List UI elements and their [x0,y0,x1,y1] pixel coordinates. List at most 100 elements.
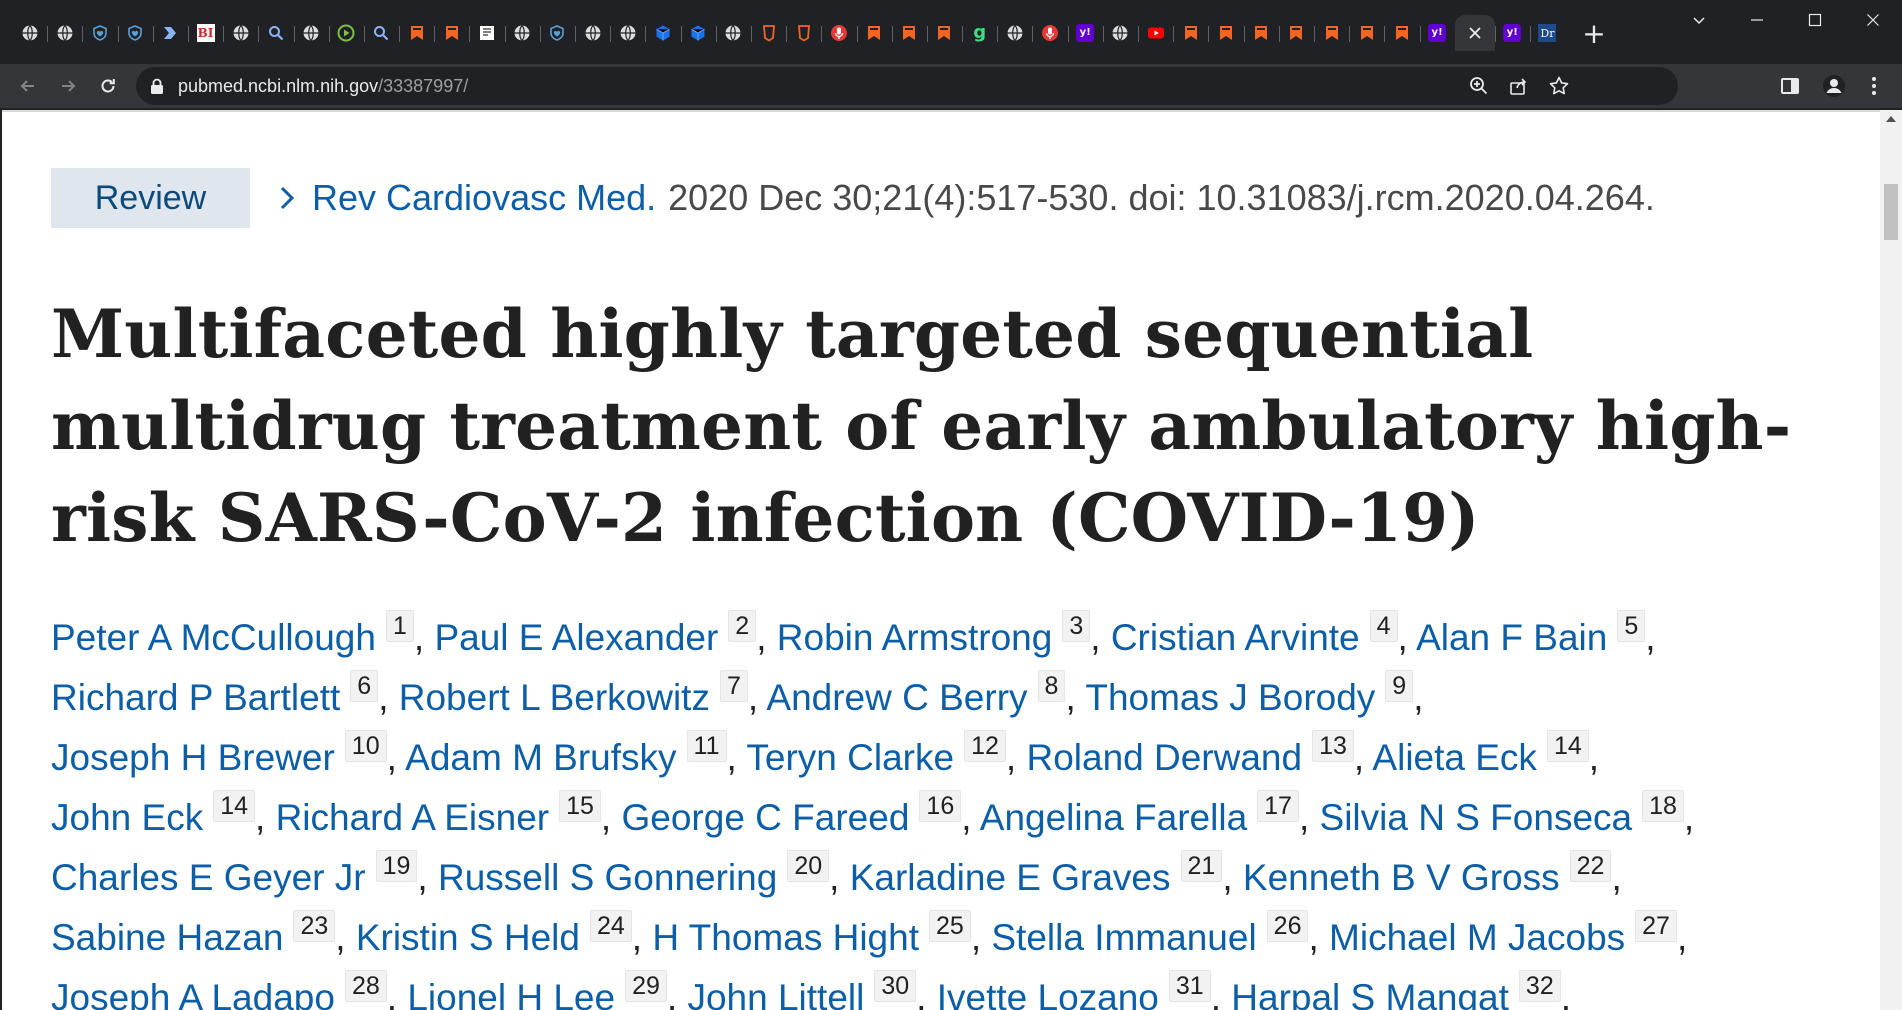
affiliation-number[interactable]: 18 [1642,790,1684,822]
author-link[interactable]: Cristian Arvinte [1110,617,1360,658]
close-window-button[interactable] [1844,0,1902,40]
author-link[interactable]: Peter A McCullough [51,617,376,658]
tab[interactable] [1102,15,1138,51]
author-link[interactable]: Adam M Brufsky [405,737,677,778]
affiliation-number[interactable]: 24 [589,910,632,942]
tab[interactable]: y! [1494,15,1530,51]
author-link[interactable]: Karladine E Graves [849,857,1171,898]
tab[interactable] [469,15,504,51]
tab[interactable] [434,15,469,51]
author-link[interactable]: Michael M Jacobs [1329,917,1626,958]
tab[interactable] [856,15,892,51]
affiliation-number[interactable]: 14 [1546,730,1589,762]
tab[interactable] [680,15,716,51]
tab[interactable] [1032,15,1067,51]
author-link[interactable]: Teryn Clarke [746,737,955,778]
maximize-button[interactable] [1786,0,1844,40]
author-link[interactable]: Robert L Berkowitz [398,677,710,718]
tab[interactable] [363,15,399,51]
author-link[interactable]: Richard P Bartlett [51,677,341,718]
author-link[interactable]: Charles E Geyer Jr [51,857,366,898]
affiliation-number[interactable]: 19 [375,850,418,882]
tab[interactable] [82,15,117,51]
tab[interactable] [1208,15,1243,51]
tab[interactable] [1243,15,1279,51]
back-button[interactable] [12,70,44,102]
author-link[interactable]: Kenneth B V Gross [1242,857,1560,898]
affiliation-number[interactable]: 29 [625,970,667,1002]
affiliation-number[interactable]: 12 [964,730,1006,762]
author-link[interactable]: Harpal S Mangat [1231,977,1509,1010]
affiliation-number[interactable]: 7 [719,670,748,702]
tab[interactable] [715,15,751,51]
affiliation-number[interactable]: 17 [1257,790,1299,822]
tab[interactable] [399,15,434,51]
tab[interactable] [1173,15,1208,51]
affiliation-number[interactable]: 32 [1518,970,1561,1002]
affiliation-number[interactable]: 11 [686,730,727,762]
page-scrollbar[interactable] [1880,110,1902,1010]
tab[interactable]: g [962,15,997,51]
lock-icon[interactable] [150,78,164,94]
author-link[interactable]: Paul E Alexander [434,617,719,658]
minimize-button[interactable] [1728,0,1786,40]
tab[interactable] [1349,15,1384,51]
author-link[interactable]: George C Fareed [621,797,910,838]
author-link[interactable]: John Littell [687,977,865,1010]
author-link[interactable]: Alan F Bain [1416,617,1608,658]
tab[interactable] [821,15,856,51]
reload-button[interactable] [92,70,124,102]
author-link[interactable]: Roland Derwand [1026,737,1303,778]
affiliation-number[interactable]: 23 [293,910,336,942]
author-link[interactable]: Ivette Lozano [936,977,1159,1010]
new-tab-button[interactable]: + [1582,16,1606,50]
affiliation-number[interactable]: 10 [344,730,387,762]
affiliation-number[interactable]: 28 [344,970,387,1002]
tab[interactable]: y! [1067,15,1103,51]
side-panel-icon[interactable] [1778,74,1802,98]
tab[interactable] [223,15,258,51]
url-text[interactable]: pubmed.ncbi.nlm.nih.gov/33387997/ [178,76,468,97]
affiliation-number[interactable]: 27 [1635,910,1677,942]
affiliation-number[interactable]: 30 [874,970,917,1002]
author-link[interactable]: Angelina Farella [979,797,1248,838]
affiliation-number[interactable]: 21 [1180,850,1223,882]
affiliation-number[interactable]: 25 [929,910,971,942]
tab[interactable] [12,15,47,51]
menu-kebab-icon[interactable] [1862,74,1886,98]
profile-avatar-icon[interactable] [1822,74,1846,98]
share-icon[interactable] [1508,75,1530,97]
tab[interactable] [1313,15,1349,51]
scroll-thumb[interactable] [1884,184,1898,240]
tab[interactable] [786,15,821,51]
tab[interactable]: y! [1419,15,1455,51]
close-icon[interactable] [1466,24,1484,42]
author-link[interactable]: Thomas J Borody [1085,677,1376,718]
author-link[interactable]: Stella Immanuel [991,917,1257,958]
tab[interactable] [504,15,540,51]
tab[interactable] [1384,15,1419,51]
affiliation-number[interactable]: 26 [1266,910,1309,942]
address-bar[interactable]: pubmed.ncbi.nlm.nih.gov/33387997/ [136,67,1678,105]
author-link[interactable]: Russell S Gonnering [437,857,778,898]
tab[interactable] [645,15,680,51]
tab[interactable] [1278,15,1314,51]
author-link[interactable]: Lionel H Lee [407,977,616,1010]
tab[interactable] [997,15,1032,51]
tab[interactable] [258,15,293,51]
affiliation-number[interactable]: 5 [1617,610,1646,642]
tab[interactable] [1138,15,1173,51]
author-link[interactable]: Richard A Eisner [275,797,550,838]
affiliation-number[interactable]: 31 [1168,970,1211,1002]
author-link[interactable]: H Thomas Hight [652,917,919,958]
tab[interactable] [47,15,82,51]
author-link[interactable]: Andrew C Berry [766,677,1028,718]
affiliation-number[interactable]: 16 [919,790,962,822]
affiliation-number[interactable]: 15 [559,790,601,822]
tab-search-button[interactable] [1670,0,1728,40]
tab[interactable] [293,15,329,51]
bookmark-star-icon[interactable] [1548,75,1570,97]
affiliation-number[interactable]: 1 [385,610,414,642]
affiliation-number[interactable]: 9 [1385,670,1414,702]
affiliation-number[interactable]: 6 [350,670,379,702]
